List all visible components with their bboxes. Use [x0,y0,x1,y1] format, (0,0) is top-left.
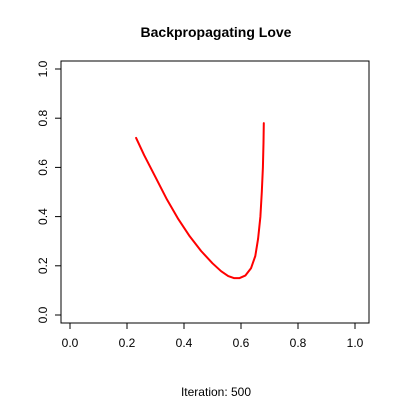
x-tick-label: 0.6 [233,336,250,350]
y-tick-label: 1.0 [36,60,50,77]
x-axis-label: Iteration: 500 [181,385,251,399]
x-tick-label: 1.0 [347,336,364,350]
x-tick-label: 0.0 [62,336,79,350]
plot-frame [60,60,370,324]
y-tick-label: 0.0 [36,306,50,323]
series-layer [135,122,265,280]
x-tick-label: 0.4 [176,336,193,350]
series-line [135,122,265,280]
y-tick-label: 0.8 [36,110,50,127]
x-axis: 0.0 0.2 0.4 0.6 0.8 1.0 [62,323,364,350]
y-tick-label: 0.6 [36,159,50,176]
y-tick-label: 0.2 [36,257,50,274]
x-tick-label: 0.2 [119,336,136,350]
x-tick-label: 0.8 [290,336,307,350]
y-axis: 0.0 0.2 0.4 0.6 0.8 1.0 [36,60,61,323]
y-tick-label: 0.4 [36,208,50,225]
chart-title: Backpropagating Love [141,24,292,40]
